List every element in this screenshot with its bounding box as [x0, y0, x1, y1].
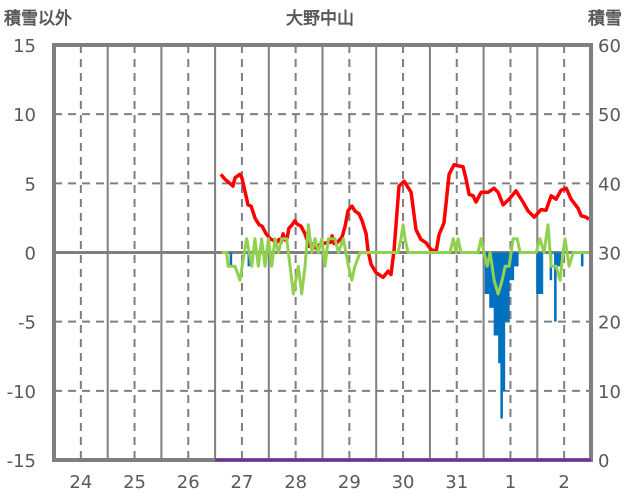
bar	[489, 252, 492, 308]
right-tick-label: 40	[598, 174, 621, 195]
bar	[504, 252, 508, 322]
bar	[540, 252, 544, 294]
chart-title: 大野中山	[286, 8, 354, 29]
x-tick-label: 30	[392, 472, 415, 493]
bar	[500, 252, 503, 419]
x-tick-label: 25	[123, 472, 146, 493]
bar	[493, 252, 497, 336]
bar	[229, 252, 233, 267]
x-tick-label: 27	[230, 472, 253, 493]
bar	[484, 252, 488, 294]
x-tick-label: 28	[284, 472, 307, 493]
right-tick-label: 50	[598, 105, 621, 126]
x-tick-label: 1	[505, 472, 516, 493]
bar	[554, 252, 557, 322]
bar	[498, 252, 501, 364]
x-tick-label: 2	[558, 472, 569, 493]
x-tick-label: 26	[177, 472, 200, 493]
bar	[486, 252, 490, 294]
left-tick-label: 0	[25, 244, 36, 265]
right-axis-title: 積雪	[588, 8, 622, 29]
other_line-line	[221, 223, 591, 296]
x-tick-label: 31	[445, 472, 468, 493]
bar	[502, 252, 506, 391]
right-tick-label: 10	[598, 382, 621, 403]
bar	[513, 252, 517, 267]
right-tick-label: 60	[598, 36, 621, 57]
right-tick-label: 20	[598, 313, 621, 334]
left-tick-label: -10	[7, 382, 36, 403]
x-tick-label: 24	[69, 472, 92, 493]
x-tick-label: 29	[338, 472, 361, 493]
axes: 24 25 26 27 28 29 30 31 1 2151050-5-10-1560504030…	[7, 36, 621, 493]
bar	[556, 252, 559, 267]
left-tick-label: -5	[18, 313, 36, 334]
bar	[536, 252, 539, 294]
bar	[516, 252, 519, 267]
bar	[580, 252, 584, 267]
left-tick-label: -15	[7, 451, 36, 472]
right-tick-label: 30	[598, 244, 621, 265]
right-tick-label: 0	[598, 451, 609, 472]
bar	[507, 252, 510, 322]
bar	[558, 252, 562, 267]
left-tick-label: 10	[13, 105, 36, 126]
left-tick-label: 5	[25, 174, 36, 195]
snow_depth-line	[219, 162, 591, 280]
bar-series	[229, 252, 584, 419]
left-axis-title: 積雪以外	[4, 8, 72, 29]
bar	[538, 252, 541, 294]
bar	[511, 252, 515, 281]
bar	[247, 252, 251, 267]
left-tick-label: 15	[13, 36, 36, 57]
